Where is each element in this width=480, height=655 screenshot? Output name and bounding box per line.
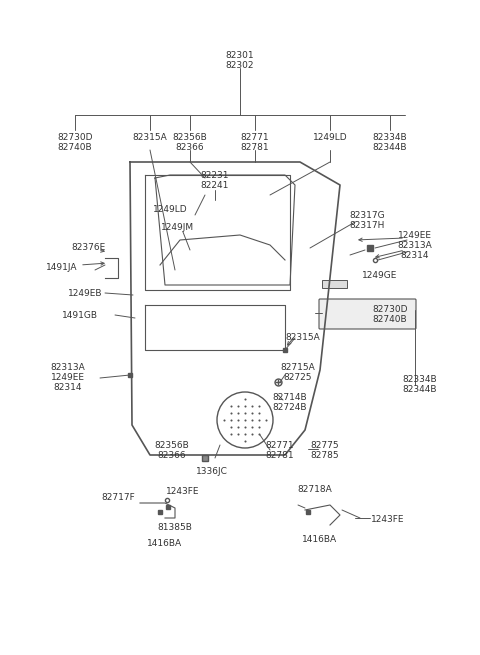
Text: 1249LD: 1249LD (312, 132, 348, 141)
Text: 82313A: 82313A (50, 364, 85, 373)
Text: 82317G: 82317G (349, 210, 385, 219)
Text: 82717F: 82717F (101, 493, 135, 502)
Text: 82313A: 82313A (397, 240, 432, 250)
Text: 82730D: 82730D (372, 305, 408, 314)
Text: 82771: 82771 (240, 132, 269, 141)
Text: 82344B: 82344B (373, 143, 407, 151)
Text: 82317H: 82317H (349, 221, 384, 229)
Text: 82725: 82725 (284, 373, 312, 383)
Text: 82781: 82781 (240, 143, 269, 151)
Text: 82344B: 82344B (403, 386, 437, 394)
Text: 82366: 82366 (176, 143, 204, 151)
Text: 1249EE: 1249EE (51, 373, 85, 383)
Text: 82241: 82241 (201, 181, 229, 189)
Text: 82334B: 82334B (372, 132, 408, 141)
Text: 82366: 82366 (158, 451, 186, 460)
Text: 82231: 82231 (201, 170, 229, 179)
Bar (322, 280, 347, 288)
Text: 82724B: 82724B (273, 403, 307, 413)
Text: 82301: 82301 (226, 50, 254, 60)
Text: 82356B: 82356B (173, 132, 207, 141)
Text: 82740B: 82740B (58, 143, 92, 151)
Text: 1249LD: 1249LD (153, 206, 187, 214)
Text: 1416BA: 1416BA (302, 536, 337, 544)
Text: 1491JA: 1491JA (46, 263, 78, 272)
Text: 82356B: 82356B (155, 441, 190, 449)
Text: 1491GB: 1491GB (62, 310, 98, 320)
Text: 81385B: 81385B (157, 523, 192, 533)
Text: 82781: 82781 (266, 451, 294, 460)
Text: 82314: 82314 (54, 383, 82, 392)
Text: 1243FE: 1243FE (371, 515, 405, 525)
Text: 82314: 82314 (401, 250, 429, 259)
Text: 82376E: 82376E (71, 244, 105, 252)
Text: 1243FE: 1243FE (166, 487, 200, 496)
Text: 1249JM: 1249JM (161, 223, 194, 233)
Text: 1249EB: 1249EB (68, 288, 102, 297)
Text: 82785: 82785 (311, 451, 339, 460)
Text: 1249GE: 1249GE (362, 271, 398, 280)
Text: 82315A: 82315A (286, 333, 320, 343)
FancyBboxPatch shape (319, 299, 416, 329)
Text: 82771: 82771 (266, 441, 294, 449)
Text: 82718A: 82718A (298, 485, 332, 495)
Text: 82334B: 82334B (403, 375, 437, 384)
Text: 1416BA: 1416BA (147, 538, 182, 548)
Text: 82730D: 82730D (57, 132, 93, 141)
Text: 82714B: 82714B (273, 394, 307, 403)
Text: 1249EE: 1249EE (398, 231, 432, 240)
Text: 82315A: 82315A (132, 132, 168, 141)
Text: 82740B: 82740B (372, 316, 408, 324)
Text: 82302: 82302 (226, 60, 254, 69)
Text: 82775: 82775 (311, 441, 339, 449)
Text: 1336JC: 1336JC (196, 468, 228, 476)
Text: 82715A: 82715A (281, 364, 315, 373)
